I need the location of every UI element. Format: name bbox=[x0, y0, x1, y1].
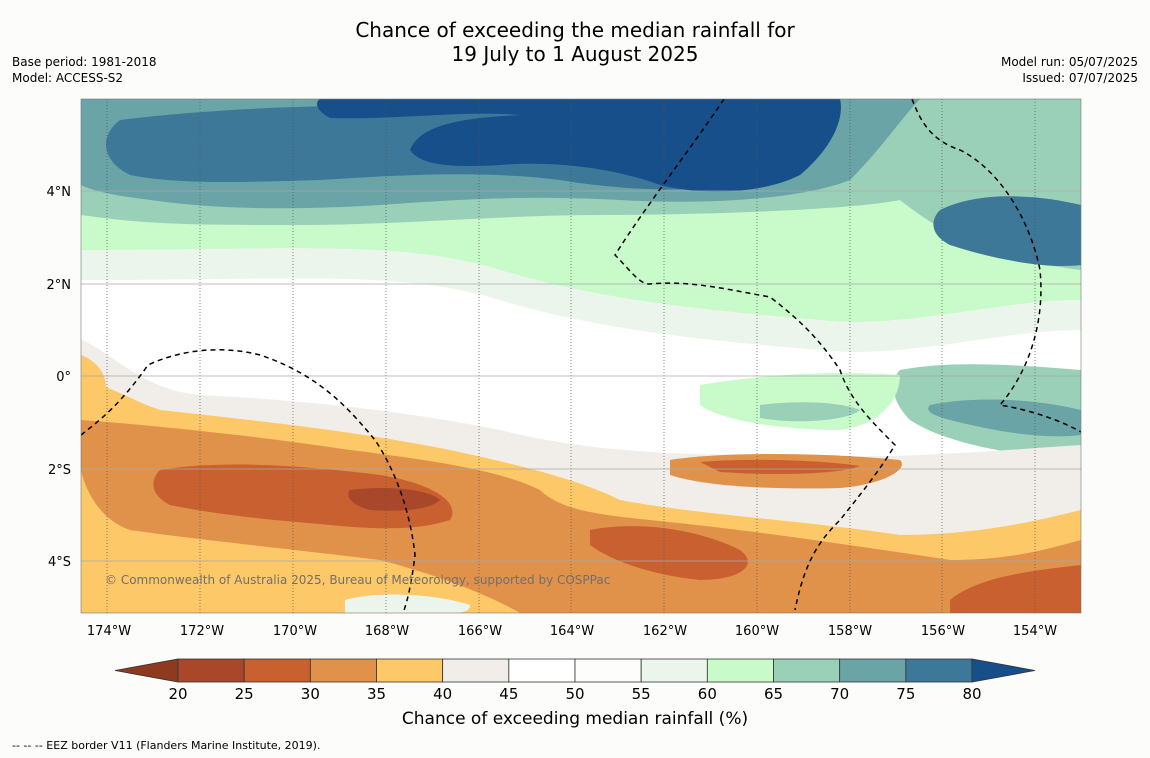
colorbar-segment bbox=[640, 658, 708, 683]
colorbar: 20 25 30 35 40 45 50 55 60 65 70 75 80 bbox=[114, 658, 1036, 703]
colorbar-tick-label: 35 bbox=[367, 685, 386, 703]
lon-tick-label: 166°W bbox=[458, 624, 502, 639]
lon-tick-label: 160°W bbox=[735, 624, 779, 639]
lat-tick-labels: 4°N 2°N 0° 2°S 4°S bbox=[47, 185, 72, 570]
band-30-35-west bbox=[153, 464, 453, 529]
lon-tick-label: 154°W bbox=[1013, 624, 1057, 639]
band-25-30-west bbox=[348, 488, 440, 511]
model-run: Model run: 05/07/2025 bbox=[1000, 55, 1138, 69]
colorbar-segment bbox=[442, 658, 510, 683]
colorbar-tick-label: 70 bbox=[830, 685, 849, 703]
band-65-70-mid bbox=[760, 402, 860, 422]
colorbar-segment bbox=[508, 658, 576, 683]
band-55-60-south bbox=[345, 594, 470, 613]
band-40-45-corner bbox=[81, 355, 106, 399]
lat-tick-label: 2°S bbox=[48, 463, 71, 478]
lon-tick-label: 158°W bbox=[828, 624, 872, 639]
lon-tick-label: 164°W bbox=[550, 624, 594, 639]
colorbar-segment bbox=[773, 658, 841, 683]
band-75-80-east bbox=[933, 196, 1081, 266]
colorbar-over-extension bbox=[971, 658, 1036, 683]
colorbar-tick-label: 65 bbox=[764, 685, 783, 703]
colorbar-tick-label: 55 bbox=[632, 685, 651, 703]
lon-tick-label: 172°W bbox=[180, 624, 224, 639]
colorbar-segment bbox=[839, 658, 907, 683]
band-30-35-mid bbox=[590, 526, 748, 580]
rainfall-map: © Commonwealth of Australia 2025, Bureau… bbox=[81, 99, 1081, 613]
lon-tick-label: 156°W bbox=[921, 624, 965, 639]
lat-tick-label: 2°N bbox=[47, 278, 72, 293]
band-30-35-southeast bbox=[950, 565, 1081, 613]
eez-borders bbox=[81, 99, 1081, 613]
colorbar-segment bbox=[574, 658, 642, 683]
colorbar-tick-label: 75 bbox=[896, 685, 915, 703]
map-copyright: © Commonwealth of Australia 2025, Bureau… bbox=[105, 573, 610, 587]
colorbar-title: Chance of exceeding median rainfall (%) bbox=[401, 709, 749, 729]
colorbar-tick-label: 60 bbox=[698, 685, 717, 703]
band-35-40 bbox=[81, 420, 1081, 613]
colorbar-segment bbox=[243, 658, 311, 683]
model-name: Model: ACCESS-S2 bbox=[12, 71, 124, 85]
map-frame bbox=[80, 98, 1082, 614]
colorbar-tick-label: 45 bbox=[499, 685, 518, 703]
issued-date: Issued: 07/07/2025 bbox=[1022, 71, 1138, 85]
lon-tick-labels: 174°W 172°W 170°W 168°W 166°W 164°W 162°… bbox=[87, 624, 1057, 639]
colorbar-tick-label: 30 bbox=[301, 685, 320, 703]
colorbar-tick-label: 50 bbox=[565, 685, 584, 703]
colorbar-segment bbox=[905, 658, 973, 683]
lat-grid-lines bbox=[81, 190, 1081, 562]
colorbar-tick-label: 25 bbox=[235, 685, 254, 703]
lon-tick-label: 168°W bbox=[365, 624, 409, 639]
band-over-80 bbox=[317, 99, 841, 192]
colorbar-tick-label: 80 bbox=[962, 685, 981, 703]
band-55-60 bbox=[81, 248, 1081, 353]
colorbar-tick-label: 20 bbox=[168, 685, 187, 703]
band-70-75-east bbox=[928, 399, 1081, 437]
band-30-35-east bbox=[700, 459, 860, 474]
meta-right: Model run: 05/07/2025 Issued: 07/07/2025 bbox=[1001, 54, 1138, 86]
meta-left: Base period: 1981-2018 Model: ACCESS-S2 bbox=[12, 54, 157, 86]
colorbar-segment bbox=[309, 658, 377, 683]
lon-tick-label: 170°W bbox=[273, 624, 317, 639]
colorbar-under-extension bbox=[114, 658, 179, 683]
lat-tick-label: 0° bbox=[56, 370, 71, 385]
lon-tick-label: 162°W bbox=[643, 624, 687, 639]
colorbar-segment bbox=[706, 658, 774, 683]
base-period: Base period: 1981-2018 bbox=[12, 55, 157, 69]
colorbar-segment bbox=[177, 658, 245, 683]
colorbar-segment bbox=[376, 658, 444, 683]
lat-tick-label: 4°S bbox=[48, 555, 71, 570]
lon-tick-label: 174°W bbox=[87, 624, 131, 639]
title-line-1: Chance of exceeding the median rainfall … bbox=[355, 18, 795, 42]
eez-legend-note: -- -- -- EEZ border V11 (Flanders Marine… bbox=[12, 739, 321, 752]
colorbar-tick-label: 40 bbox=[433, 685, 452, 703]
title-line-2: 19 July to 1 August 2025 bbox=[451, 42, 699, 66]
lat-tick-label: 4°N bbox=[47, 185, 72, 200]
chart-title: Chance of exceeding the median rainfall … bbox=[0, 18, 1150, 66]
